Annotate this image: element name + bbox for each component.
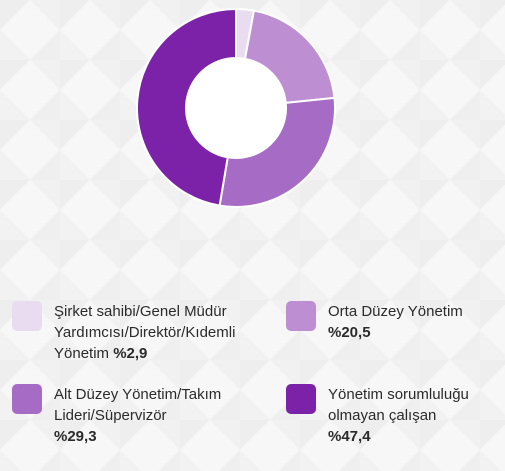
donut-chart <box>135 7 336 208</box>
legend-item-middle-management: Orta Düzey Yönetim %20,5 <box>286 301 463 343</box>
legend-value: %20,5 <box>328 324 371 341</box>
legend-label: Yönetim sorumluluğu olmayan çalışan <box>328 386 469 424</box>
legend-value: %29,3 <box>54 428 97 445</box>
legend-swatch <box>12 301 42 331</box>
legend-label: Alt Düzey Yönetim/Takım Lideri/Süpervizö… <box>54 386 222 424</box>
legend-label: Şirket sahibi/Genel Müdür Yardımcısı/Dir… <box>54 303 236 362</box>
donut-hole <box>186 58 286 158</box>
legend-item-senior-management: Şirket sahibi/Genel Müdür Yardımcısı/Dir… <box>12 301 235 364</box>
legend-value: %2,9 <box>113 345 148 362</box>
legend-item-non-management: Yönetim sorumluluğu olmayan çalışan %47,… <box>286 384 469 447</box>
legend-label: Orta Düzey Yönetim <box>328 303 463 320</box>
legend-swatch <box>286 301 316 331</box>
legend-swatch <box>286 384 316 414</box>
legend-swatch <box>12 384 42 414</box>
legend-item-lower-management: Alt Düzey Yönetim/Takım Lideri/Süpervizö… <box>12 384 221 447</box>
legend-value: %47,4 <box>328 428 371 445</box>
